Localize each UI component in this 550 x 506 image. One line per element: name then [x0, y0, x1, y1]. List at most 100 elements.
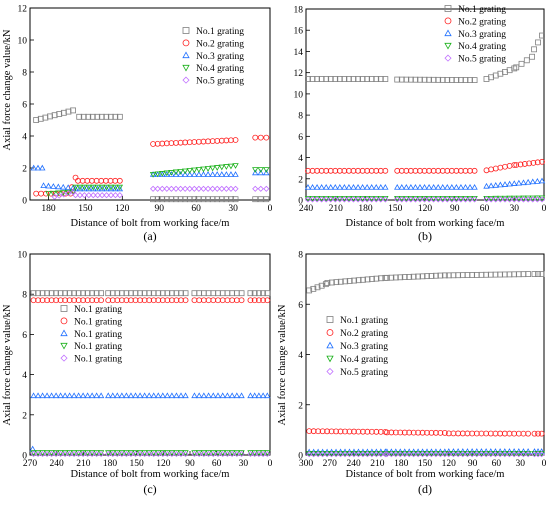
data-point [260, 450, 267, 458]
data-point [209, 138, 216, 145]
data-point [229, 450, 236, 458]
data-point [233, 450, 240, 458]
data-point [84, 450, 91, 458]
data-point [164, 290, 171, 297]
data-point [487, 451, 494, 458]
data-point [342, 278, 349, 285]
data-point [118, 450, 125, 458]
data-point [123, 297, 130, 304]
data-point [168, 392, 176, 399]
data-point [506, 430, 513, 437]
data-point [177, 139, 184, 146]
data-point [415, 429, 422, 436]
data-point [204, 171, 212, 177]
data-point [224, 392, 231, 399]
data-point [182, 139, 189, 146]
data-point [105, 392, 112, 399]
data-point [336, 183, 344, 190]
data-point [114, 290, 121, 297]
data-point [182, 196, 189, 203]
data-point [205, 196, 211, 203]
data-point [439, 196, 446, 203]
legend: No.1 grating No.2 grating No.3 grating No.4… [326, 316, 388, 378]
data-point [319, 428, 326, 435]
data-markers [305, 271, 545, 458]
data-point [310, 451, 317, 458]
data-point [112, 185, 119, 192]
data-point [492, 196, 499, 203]
data-point [173, 392, 180, 399]
data-point [200, 290, 207, 297]
data-point [327, 183, 334, 190]
data-point [359, 76, 366, 82]
data-point [412, 167, 419, 174]
data-point [224, 290, 231, 297]
y-tick-label: 8 [22, 291, 27, 301]
data-point [109, 290, 116, 297]
data-point [341, 167, 348, 174]
data-point [425, 183, 433, 190]
data-point [169, 290, 175, 297]
data-point [94, 185, 101, 192]
data-point [473, 451, 480, 458]
data-point [163, 140, 170, 147]
data-point [341, 451, 349, 458]
data-point [439, 183, 446, 190]
data-point [450, 430, 457, 437]
data-point [70, 107, 76, 114]
data-point [534, 178, 541, 184]
data-point [529, 178, 536, 185]
data-point [355, 76, 361, 82]
data-point [437, 429, 444, 436]
data-point [377, 451, 384, 458]
data-point [97, 392, 105, 399]
data-point [382, 183, 389, 190]
data-point [264, 392, 271, 399]
data-point [89, 113, 96, 120]
data-point [487, 430, 494, 437]
data-point [186, 171, 193, 177]
data-point [136, 450, 144, 458]
data-point [346, 278, 353, 284]
data-point [200, 392, 208, 399]
data-point [228, 196, 234, 203]
data-point [492, 271, 499, 278]
x-tick-label: 150 [388, 204, 403, 214]
data-point [38, 190, 44, 197]
data-point [351, 428, 357, 435]
data-point [492, 165, 499, 172]
data-point [238, 392, 245, 399]
data-point [368, 451, 375, 458]
y-axis-label: Axial force change value/kN [2, 29, 13, 150]
legend-marker [182, 39, 190, 47]
data-point [483, 451, 490, 458]
data-point [232, 185, 239, 192]
data-point [159, 297, 166, 304]
data-point [132, 297, 139, 304]
data-point [224, 297, 231, 304]
data-point [98, 113, 105, 120]
data-point [324, 279, 331, 286]
data-point [501, 196, 509, 203]
data-point [48, 297, 55, 304]
data-point [80, 450, 87, 458]
data-point [368, 76, 375, 82]
data-point [332, 76, 339, 82]
legend-label: No.2 grating [196, 39, 244, 49]
legend-marker [182, 27, 190, 34]
data-point [205, 290, 212, 297]
legend-marker [326, 367, 334, 376]
data-point [324, 451, 331, 458]
data-point [373, 428, 380, 435]
data-point [173, 297, 180, 304]
data-point [105, 450, 112, 458]
data-point [123, 290, 130, 297]
data-point [448, 196, 455, 203]
data-point [227, 171, 235, 177]
data-point [155, 290, 162, 297]
data-point [444, 183, 451, 190]
data-point [401, 274, 408, 280]
data-point [55, 183, 62, 190]
data-point [136, 392, 144, 399]
legend-label: No.1 grating [458, 5, 506, 15]
